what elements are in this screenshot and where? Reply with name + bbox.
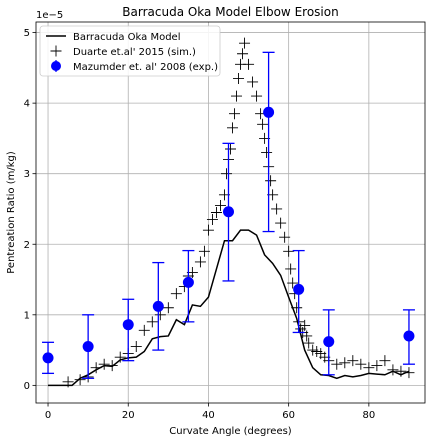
scatter-point-duarte — [231, 90, 243, 102]
legend-swatch-plus — [50, 45, 62, 57]
errorbar-point-mazumder — [292, 249, 305, 334]
errorbar-point-mazumder — [42, 341, 55, 375]
errorbar-marker — [323, 336, 335, 348]
legend-label-mazumder: Mazumder et. al' 2008 (exp.) — [73, 62, 218, 73]
scatter-point-duarte — [301, 330, 313, 342]
scatter-point-duarte — [220, 168, 232, 180]
scatter-point-duarte — [275, 217, 287, 229]
errorbar-marker — [82, 341, 94, 353]
scatter-point-duarte — [403, 367, 415, 379]
y-tick-label: 2 — [24, 240, 30, 251]
scatter-point-duarte — [331, 358, 343, 370]
x-tick-label: 20 — [122, 410, 135, 421]
scatter-point-duarte — [247, 76, 259, 88]
scatter-point-duarte — [339, 357, 351, 369]
scatter-point-duarte — [138, 324, 150, 336]
errorbar-point-mazumder — [182, 249, 195, 323]
scatter-point-duarte — [146, 316, 158, 328]
legend-frame — [39, 25, 221, 77]
errorbar-point-mazumder — [402, 309, 415, 365]
scatter-point-duarte — [261, 147, 273, 159]
series-line-barracuda-oka-model — [48, 229, 410, 387]
scatter-point-duarte — [265, 175, 277, 187]
scatter-point-duarte — [379, 355, 391, 367]
errorbar-point-mazumder — [122, 298, 135, 362]
legend-swatch-circle — [51, 61, 61, 71]
scatter-point-duarte — [347, 355, 359, 367]
legend-label-duarte: Duarte et.al' 2015 (sim.) — [73, 47, 196, 58]
y-tick-label: 0 — [24, 381, 30, 392]
scatter-point-duarte — [287, 277, 299, 289]
scatter-point-duarte — [170, 288, 182, 300]
scatter-point-duarte — [90, 362, 102, 374]
scatter-point-duarte — [225, 143, 236, 155]
grid — [36, 22, 425, 403]
axis-ticks: 0 20 40 60 80 0 1 2 3 4 5 — [24, 28, 376, 421]
scatter-point-duarte — [202, 224, 214, 236]
y-axis-scale-label: 1e−5 — [36, 10, 63, 21]
scatter-point-duarte — [229, 108, 241, 120]
scatter-point-duarte — [162, 302, 174, 314]
errorbar-marker — [222, 206, 234, 218]
scatter-point-duarte — [198, 245, 210, 257]
axes-frame — [35, 21, 426, 404]
scatter-point-duarte — [237, 48, 249, 60]
scatter-point-duarte — [210, 207, 222, 218]
scatter-point-duarte — [206, 214, 218, 226]
errorbar-point-mazumder — [262, 51, 275, 233]
scatter-point-duarte — [279, 231, 291, 243]
scatter-point-duarte — [243, 58, 255, 70]
errorbar-marker — [403, 330, 415, 342]
legend: Barracuda Oka Model Duarte et.al' 2015 (s… — [39, 25, 221, 77]
scatter-point-duarte — [98, 358, 110, 370]
scatter-point-duarte — [371, 360, 383, 372]
y-tick-label: 5 — [24, 28, 30, 39]
scatter-point-duarte — [285, 263, 297, 275]
errorbar-point-mazumder — [152, 261, 165, 351]
legend-label-barracuda: Barracuda Oka Model — [73, 32, 180, 43]
errorbar-point-mazumder — [322, 309, 335, 376]
errorbar-marker — [182, 276, 194, 288]
scatter-point-duarte — [251, 90, 263, 102]
errorbar-marker — [293, 283, 305, 295]
scatter-point-duarte — [106, 360, 118, 372]
scatter-point-duarte — [303, 337, 315, 349]
scatter-point-duarte — [74, 374, 86, 386]
scatter-point-duarte — [291, 302, 303, 314]
y-tick-label: 1 — [24, 310, 30, 321]
errorbar-marker — [122, 319, 134, 331]
scatter-point-duarte — [214, 199, 226, 211]
scatter-point-duarte — [194, 256, 206, 268]
x-tick-label: 60 — [282, 410, 295, 421]
errorbar-point-mazumder — [82, 314, 95, 379]
scatter-point-duarte — [114, 351, 126, 363]
scatter-point-duarte — [233, 72, 245, 84]
x-tick-label: 80 — [362, 410, 375, 421]
scatter-point-duarte — [283, 245, 295, 257]
scatter-point-duarte — [227, 122, 239, 134]
errorbar-marker — [152, 300, 164, 312]
y-tick-label: 3 — [24, 169, 30, 180]
errorbar-point-mazumder — [222, 142, 235, 282]
scatter-point-duarte — [363, 362, 375, 374]
y-axis-label: Pentreation Ratio (m/kg) — [6, 151, 17, 274]
x-tick-label: 40 — [202, 410, 215, 421]
scatter-point-duarte — [130, 341, 142, 353]
errorbar-marker — [263, 106, 275, 118]
x-tick-label: 0 — [45, 410, 51, 421]
scatter-point-duarte — [387, 364, 399, 376]
scatter-point-duarte — [395, 365, 407, 377]
errorbar-marker — [42, 352, 54, 364]
x-axis-label: Curvate Angle (degrees) — [169, 426, 292, 437]
scatter-point-duarte — [257, 118, 269, 130]
plot-area — [42, 37, 415, 388]
scatter-point-duarte — [271, 203, 283, 215]
chart-title: Barracuda Oka Model Elbow Erosion — [122, 5, 338, 19]
scatter-point-duarte — [62, 376, 74, 388]
scatter-point-duarte — [299, 319, 311, 331]
y-tick-label: 4 — [24, 99, 30, 110]
scatter-point-duarte — [355, 358, 367, 370]
scatter-point-duarte — [239, 37, 251, 49]
